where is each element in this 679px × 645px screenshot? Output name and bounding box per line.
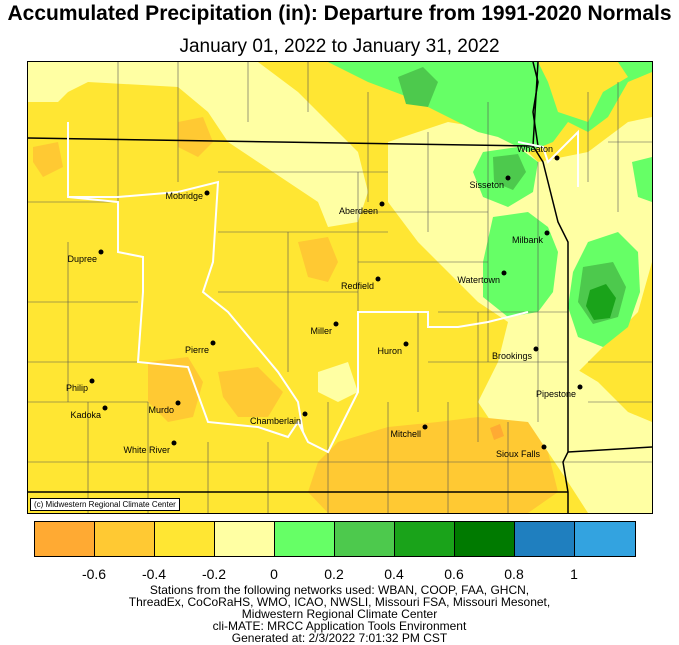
sd-mn-border <box>532 145 569 513</box>
footer-line: Generated at: 2/3/2022 7:01:32 PM CST <box>231 631 448 645</box>
station-label: Redfield <box>341 281 374 291</box>
region-orange-yellow-3 <box>218 367 283 417</box>
footer-line: Midwestern Regional Climate Center <box>241 607 438 621</box>
legend-swatch <box>95 522 155 556</box>
station-dot <box>210 340 216 346</box>
footer-line: cli-MATE: MRCC Application Tools Environ… <box>212 619 467 633</box>
region-orange-yellow-6 <box>33 142 63 177</box>
legend-tick-label: 1 <box>570 566 578 582</box>
station-markers: Mobridge Aberdeen Wheaton Sisseton Milbank Du… <box>66 144 583 459</box>
station-dot <box>403 341 409 347</box>
region-green-milbank <box>483 212 558 317</box>
station-dot <box>89 378 95 384</box>
station-dot <box>375 276 381 282</box>
station-label: Miller <box>311 326 333 336</box>
station-label: Huron <box>377 346 402 356</box>
legend-tick-label: 0.2 <box>324 566 344 582</box>
region-darkgreen-north <box>398 67 438 107</box>
region-orange-yellow-1 <box>298 237 338 282</box>
station-label: Philip <box>66 383 88 393</box>
reservation-outline <box>67 122 529 454</box>
legend-swatch <box>155 522 215 556</box>
station-label: Sisseton <box>469 180 504 190</box>
legend-swatch <box>275 522 335 556</box>
station-dot <box>577 384 583 390</box>
station-dot <box>505 175 511 181</box>
station-dot <box>102 405 108 411</box>
station-label: Mobridge <box>165 191 203 201</box>
legend-tick-label: 0 <box>270 566 278 582</box>
station-dot <box>302 411 308 417</box>
region-light-yellow-west <box>28 62 78 102</box>
station-label: Kadoka <box>70 410 101 420</box>
region-orange-yellow-4 <box>308 417 558 513</box>
station-dot <box>333 321 339 327</box>
station-label: Aberdeen <box>339 206 378 216</box>
legend-tick-label: 0.4 <box>384 566 404 582</box>
legend-swatch <box>35 522 95 556</box>
nd-mn-border <box>532 62 539 147</box>
sd-ne-border <box>28 446 652 493</box>
map-credit: (c) Midwestern Regional Climate Center <box>30 498 180 511</box>
station-label: Mitchell <box>390 429 421 439</box>
station-label: Wheaton <box>517 144 553 154</box>
region-orange-pocket <box>490 424 504 440</box>
station-dot <box>175 400 181 406</box>
station-label: Watertown <box>457 275 500 285</box>
station-dot <box>422 424 428 430</box>
map-canvas: Mobridge Aberdeen Wheaton Sisseton Milbank Du… <box>28 62 652 513</box>
region-light-yellow-north <box>28 62 368 227</box>
legend-swatch <box>455 522 515 556</box>
region-orange-yellow-5 <box>178 117 213 157</box>
legend-tick-label: -0.6 <box>81 566 107 582</box>
station-dot <box>554 155 560 161</box>
ne-corner-outline <box>517 129 579 187</box>
station-dot <box>98 249 104 255</box>
station-dot <box>501 270 507 276</box>
footer-notes: Stations from the following networks use… <box>0 584 679 644</box>
station-label: Milbank <box>512 235 544 245</box>
region-darkgreen-sisseton <box>493 154 526 190</box>
legend-swatch <box>215 522 275 556</box>
color-legend <box>34 521 636 557</box>
river-outline <box>68 180 304 433</box>
legend-ticks: -0.6 -0.4 -0.2 0 0.2 0.4 0.6 0.8 1 <box>0 566 679 584</box>
station-label: Chamberlain <box>250 416 301 426</box>
station-label: White River <box>123 445 170 455</box>
legend-tick-label: 0.8 <box>504 566 524 582</box>
station-label: Dupree <box>67 254 97 264</box>
station-dot <box>171 440 177 446</box>
footer-line: ThreadEx, CoCoRaHS, WMO, ICAO, NWSLI, Mi… <box>128 595 551 609</box>
legend-swatch <box>575 522 635 556</box>
station-label: Brookings <box>492 351 533 361</box>
precipitation-map: Mobridge Aberdeen Wheaton Sisseton Milbank Du… <box>27 61 653 514</box>
station-label: Pierre <box>185 345 209 355</box>
station-dot <box>533 346 539 352</box>
region-light-yellow-pocket <box>318 362 358 402</box>
region-deepgreen-east <box>586 284 616 320</box>
station-label: Murdo <box>148 405 174 415</box>
legend-swatch <box>515 522 575 556</box>
station-dot <box>541 444 547 450</box>
map-subtitle: January 01, 2022 to January 31, 2022 <box>179 36 500 57</box>
station-dot <box>204 190 210 196</box>
footer-line: Stations from the following networks use… <box>149 583 530 597</box>
station-dot <box>379 201 385 207</box>
station-label: Sioux Falls <box>496 449 541 459</box>
legend-tick-label: -0.4 <box>141 566 167 582</box>
legend-tick-label: 0.6 <box>444 566 464 582</box>
region-green-se <box>632 157 652 202</box>
region-light-yellow-se <box>498 352 652 513</box>
legend-tick-label: -0.2 <box>201 566 227 582</box>
legend-swatch <box>395 522 455 556</box>
station-dot <box>544 230 550 236</box>
legend-swatch <box>335 522 395 556</box>
map-title: Accumulated Precipitation (in): Departur… <box>7 2 672 25</box>
station-label: Pipestone <box>536 389 576 399</box>
